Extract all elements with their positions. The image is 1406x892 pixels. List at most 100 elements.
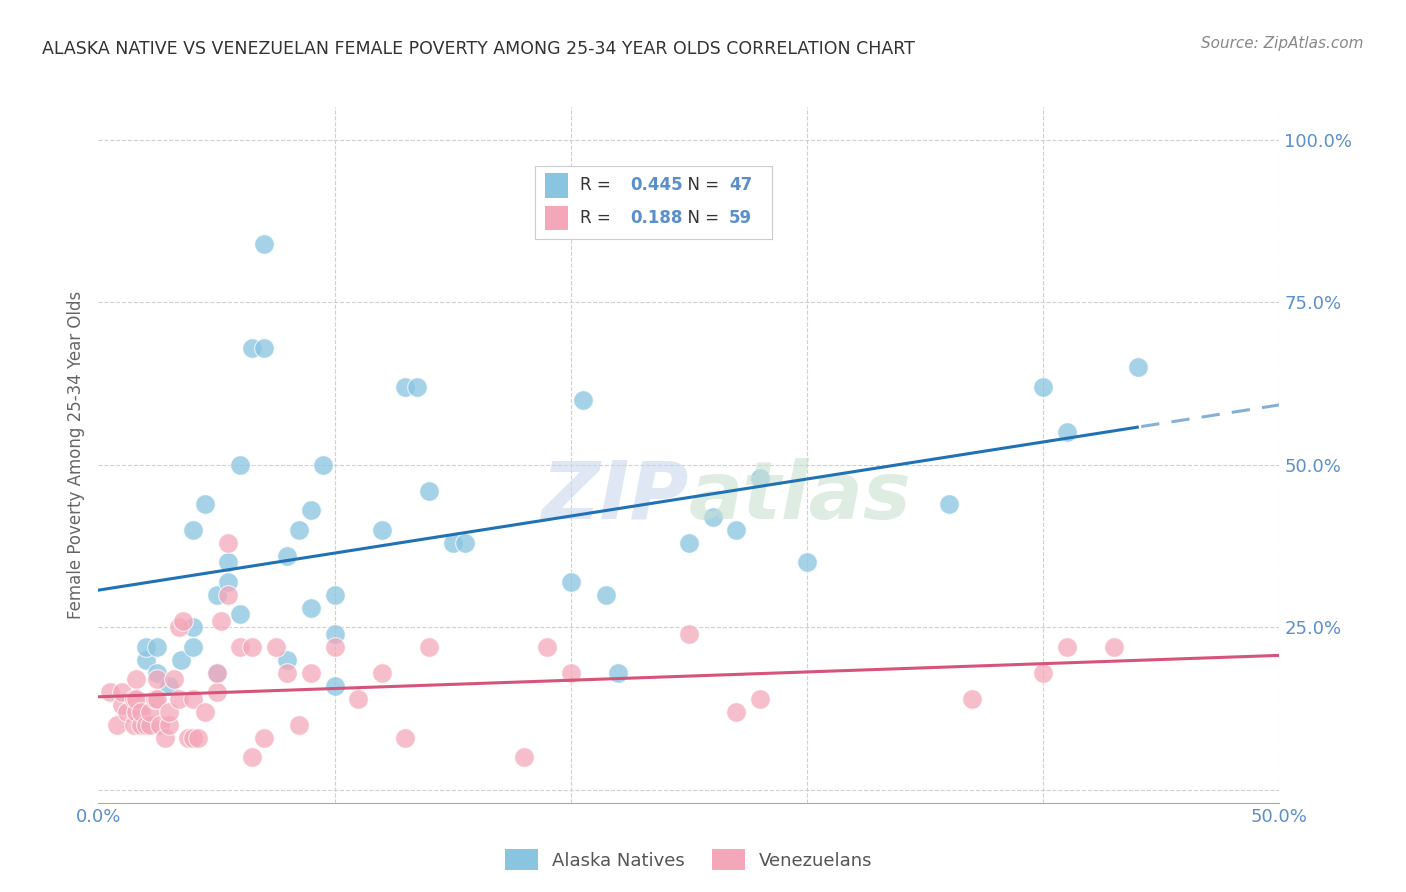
Point [299,665,322,680]
Point [678,626,700,640]
Point [1102,640,1125,654]
Point [702,509,724,524]
Point [157,718,180,732]
Point [276,665,298,680]
Point [748,471,770,485]
Point [323,679,346,693]
Point [135,718,157,732]
Text: Source: ZipAtlas.com: Source: ZipAtlas.com [1201,36,1364,51]
Point [167,691,190,706]
Point [217,588,239,602]
Point [129,705,152,719]
Point [560,574,582,589]
Point [962,691,984,706]
Point [240,750,263,764]
Y-axis label: Female Poverty Among 25-34 Year Olds: Female Poverty Among 25-34 Year Olds [67,291,86,619]
Point [167,620,190,634]
Point [98,685,121,699]
Point [418,483,440,498]
Point [253,731,276,745]
Point [181,523,204,537]
Text: N =: N = [678,209,724,227]
Point [209,614,232,628]
Point [172,614,194,628]
Point [323,640,346,654]
Point [153,731,176,745]
Point [725,523,748,537]
Point [1032,665,1054,680]
Text: R =: R = [581,209,621,227]
Point [194,705,217,719]
Point [1126,360,1149,375]
Point [170,653,193,667]
Point [205,685,228,699]
Point [181,620,204,634]
Point [725,705,748,719]
Point [143,691,166,706]
Point [187,731,209,745]
Point [229,607,252,622]
Point [139,705,162,719]
Point [938,497,960,511]
Point [217,555,239,569]
Text: atlas: atlas [689,458,911,536]
Point [1032,379,1054,393]
Point [125,672,148,686]
Point [111,685,134,699]
Point [607,665,630,680]
Point [240,341,263,355]
Point [139,718,162,732]
Point [149,718,172,732]
Point [146,672,169,686]
Point [217,535,239,549]
Point [394,379,416,393]
Point [418,640,440,654]
Point [276,653,298,667]
Point [181,731,204,745]
Point [299,600,322,615]
Point [678,535,700,549]
Point [796,555,818,569]
Point [240,640,263,654]
Point [276,549,298,563]
Point [105,718,128,732]
Point [312,458,335,472]
Point [371,665,394,680]
Point [453,535,475,549]
Point [441,535,464,549]
Point [595,588,617,602]
Point [125,691,148,706]
Point [135,653,157,667]
Point [205,588,228,602]
Point [288,718,311,732]
Point [264,640,287,654]
Point [125,705,148,719]
Text: 0.188: 0.188 [630,209,682,227]
Point [146,665,169,680]
Point [560,665,582,680]
Point [217,574,239,589]
Point [371,523,394,537]
Text: 59: 59 [730,209,752,227]
Point [536,640,558,654]
Point [111,698,134,713]
Point [146,691,169,706]
Text: ZIP: ZIP [541,458,689,536]
Point [571,392,593,407]
Point [1056,640,1078,654]
Point [394,731,416,745]
Point [406,379,429,393]
Point [253,341,276,355]
Point [163,672,186,686]
Legend: Alaska Natives, Venezuelans: Alaska Natives, Venezuelans [498,842,880,877]
FancyBboxPatch shape [546,206,568,230]
Point [157,679,180,693]
Point [347,691,370,706]
Point [253,236,276,251]
Point [323,588,346,602]
Point [288,523,311,537]
Point [122,691,145,706]
Point [512,750,534,764]
Point [1056,425,1078,439]
Point [181,691,204,706]
